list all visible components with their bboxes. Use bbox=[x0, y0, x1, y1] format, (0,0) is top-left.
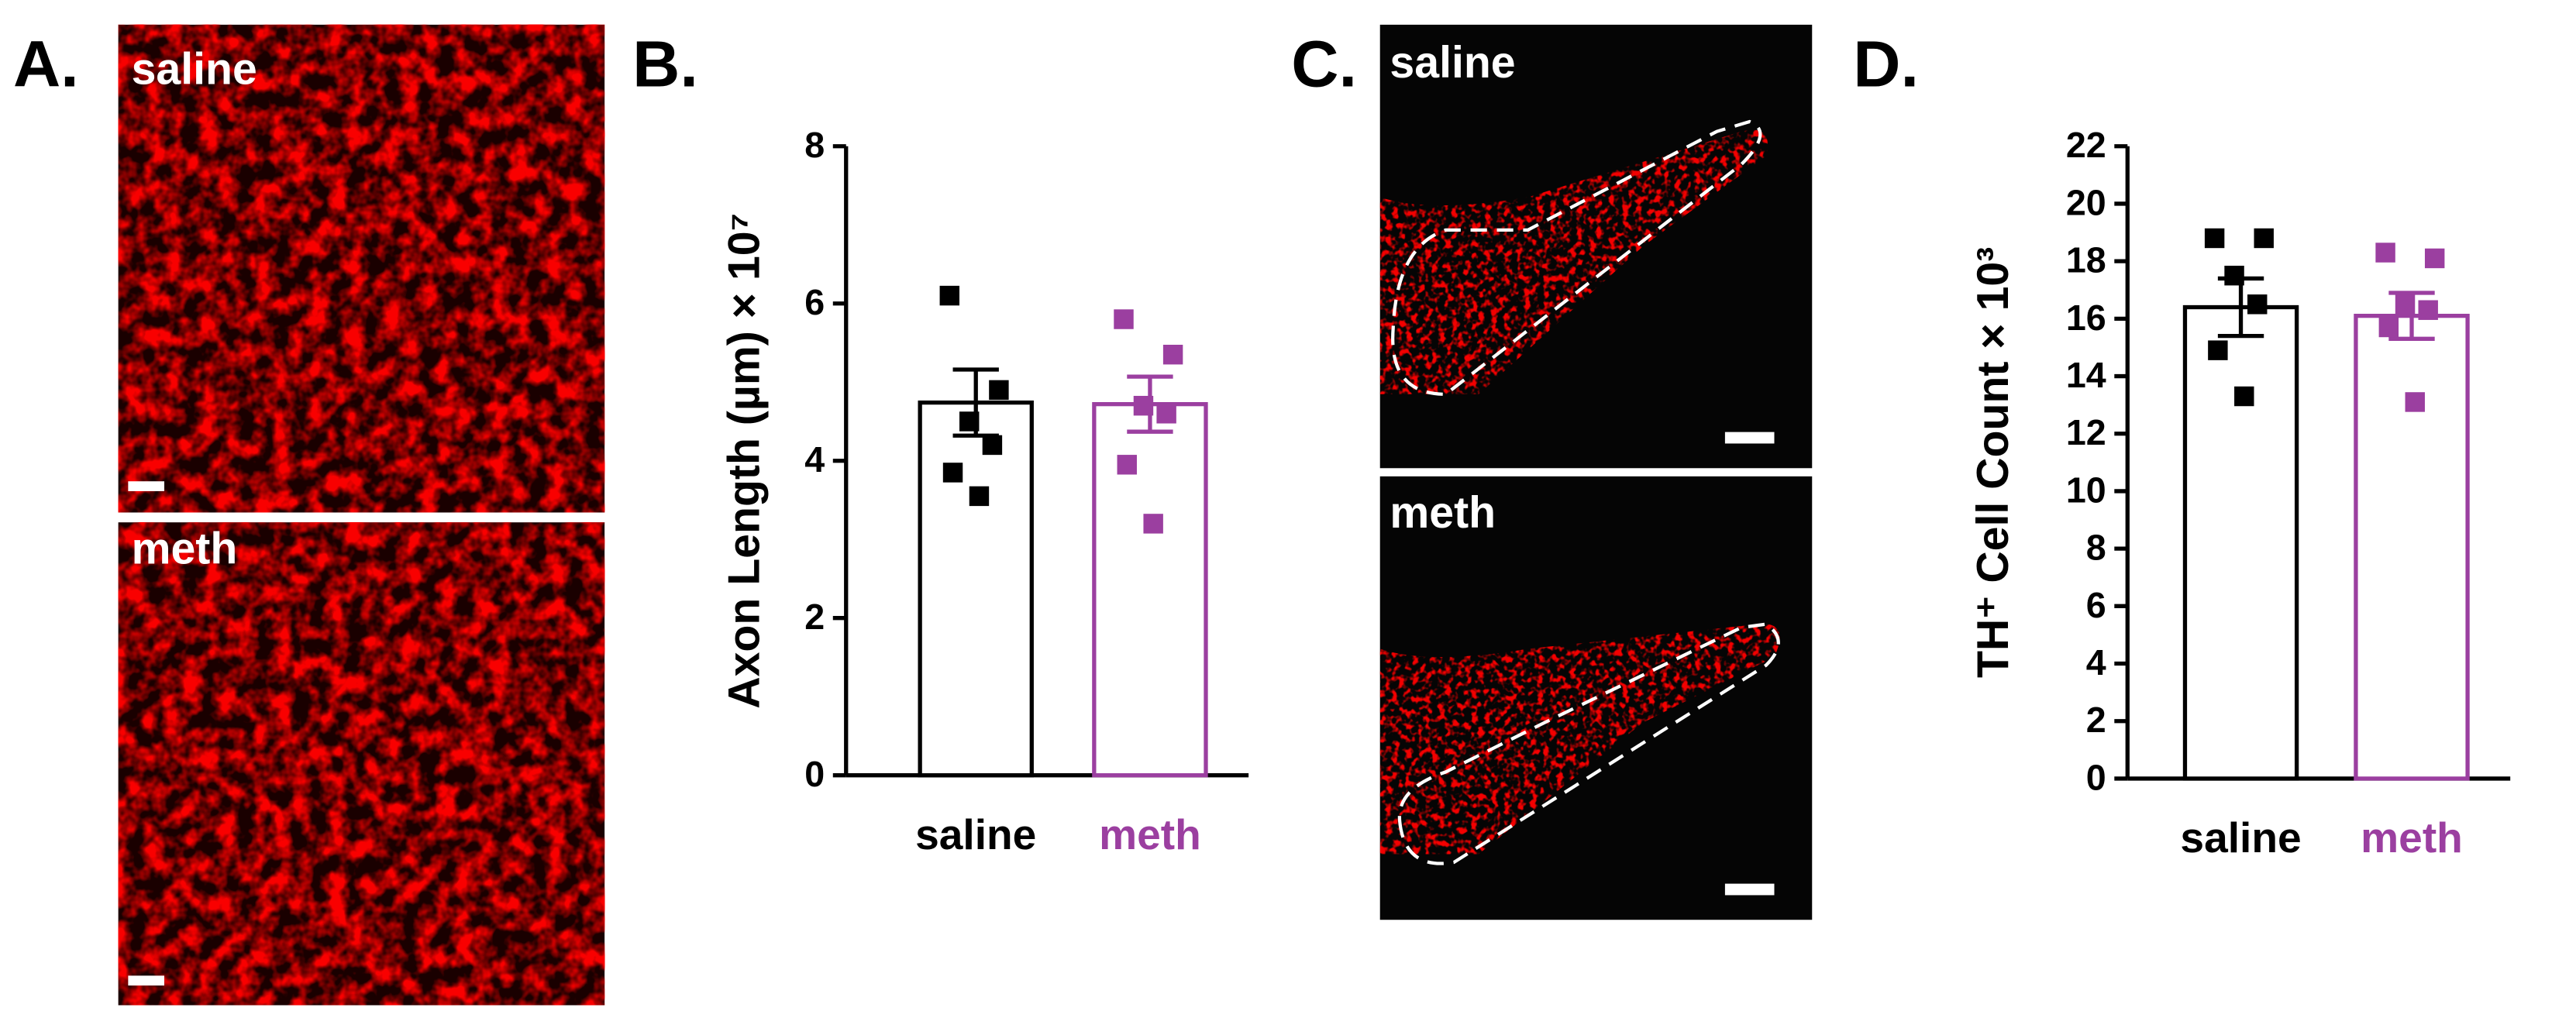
y-axis-label: Axon Length (µm) × 10⁷ bbox=[720, 213, 770, 709]
data-point bbox=[989, 380, 1009, 401]
data-point bbox=[1143, 514, 1163, 534]
y-axis-label: TH⁺ Cell Count × 10³ bbox=[1968, 247, 2018, 678]
x-tick-label: saline bbox=[915, 810, 1036, 858]
y-tick-label: 16 bbox=[2066, 298, 2106, 338]
data-point bbox=[2375, 242, 2395, 263]
micrograph-c bbox=[1379, 24, 1813, 920]
y-tick-label: 8 bbox=[2086, 528, 2106, 568]
data-point bbox=[942, 463, 963, 483]
data-point bbox=[939, 285, 960, 306]
y-tick-label: 4 bbox=[2086, 642, 2106, 683]
data-point bbox=[2204, 228, 2225, 249]
bar bbox=[1092, 402, 1208, 778]
data-point bbox=[2254, 228, 2274, 249]
x-tick-label: meth bbox=[2361, 813, 2463, 862]
data-point bbox=[2234, 386, 2254, 407]
panel-letter: C. bbox=[1291, 27, 1357, 101]
image-label: meth bbox=[1390, 488, 1496, 538]
data-point bbox=[2418, 300, 2438, 320]
data-point bbox=[2208, 340, 2228, 360]
bar bbox=[2182, 304, 2299, 781]
y-tick-label: 0 bbox=[2086, 757, 2106, 797]
data-point bbox=[969, 486, 990, 507]
y-tick-label: 6 bbox=[804, 282, 825, 322]
data-point bbox=[982, 435, 1003, 456]
y-tick-label: 2 bbox=[2086, 700, 2106, 740]
bar bbox=[2354, 313, 2470, 781]
data-point bbox=[959, 411, 980, 432]
x-tick-label: saline bbox=[2180, 813, 2301, 862]
panel-letter: B. bbox=[632, 27, 698, 101]
data-point bbox=[2395, 294, 2416, 315]
data-point bbox=[2424, 248, 2445, 269]
panel-letter: A. bbox=[13, 27, 79, 101]
y-tick-label: 14 bbox=[2066, 355, 2106, 395]
data-point bbox=[2378, 317, 2399, 338]
y-tick-label: 8 bbox=[804, 125, 825, 165]
data-point bbox=[2247, 294, 2268, 315]
data-point bbox=[2405, 392, 2425, 412]
bar bbox=[918, 400, 1034, 778]
data-point bbox=[2224, 265, 2244, 286]
image-label: saline bbox=[132, 44, 257, 94]
y-tick-label: 0 bbox=[804, 754, 825, 794]
data-point bbox=[1114, 309, 1134, 329]
data-point bbox=[1156, 404, 1176, 424]
y-tick-label: 20 bbox=[2066, 182, 2106, 222]
y-tick-label: 12 bbox=[2066, 412, 2106, 452]
data-point bbox=[1117, 455, 1137, 475]
image-label: meth bbox=[132, 525, 238, 574]
y-tick-label: 10 bbox=[2066, 470, 2106, 510]
y-tick-label: 2 bbox=[804, 597, 825, 637]
y-tick-label: 18 bbox=[2066, 240, 2106, 280]
panel-letter: D. bbox=[1853, 27, 1919, 101]
y-tick-label: 6 bbox=[2086, 585, 2106, 625]
y-tick-label: 22 bbox=[2066, 125, 2106, 165]
data-point bbox=[1133, 395, 1154, 416]
data-point bbox=[1162, 344, 1183, 365]
y-tick-label: 4 bbox=[804, 439, 825, 480]
image-label: saline bbox=[1390, 38, 1515, 88]
micrograph-a bbox=[118, 24, 605, 1006]
x-tick-label: meth bbox=[1099, 810, 1201, 858]
